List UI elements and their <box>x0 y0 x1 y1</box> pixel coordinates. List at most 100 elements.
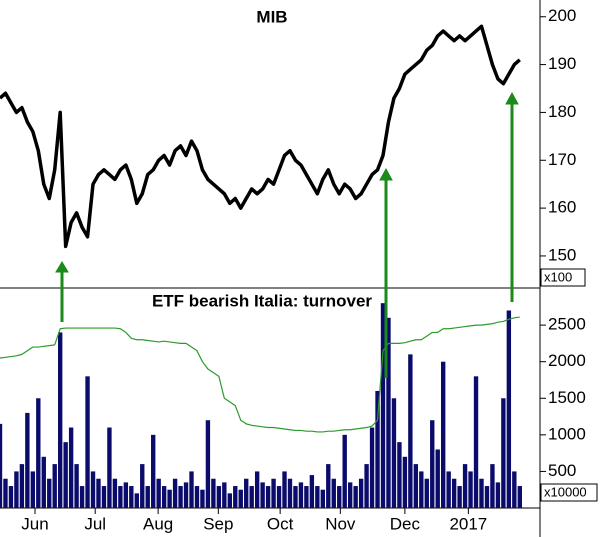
line-series <box>0 24 521 249</box>
x-tick-label: Nov <box>325 514 356 533</box>
bar <box>145 486 150 508</box>
y-unit: x100 <box>544 269 572 284</box>
x-tick-label: Jun <box>21 514 48 533</box>
bar <box>462 464 468 508</box>
y-tick-label: 2500 <box>548 315 586 334</box>
bar <box>282 471 287 508</box>
y-tick-label: 1500 <box>548 388 586 407</box>
bar <box>118 486 123 508</box>
arrow-head <box>379 167 393 181</box>
bar <box>293 486 298 508</box>
bar <box>435 449 440 508</box>
bar <box>238 489 243 508</box>
bar <box>446 471 451 508</box>
bar <box>47 478 52 508</box>
bar <box>52 464 57 508</box>
marks <box>0 24 522 508</box>
bar <box>353 486 358 508</box>
bar <box>200 489 205 508</box>
x-tick-label: 2017 <box>449 514 487 533</box>
bar <box>30 471 36 508</box>
panel-title: ETF bearish Italia: turnover <box>152 291 372 310</box>
bar <box>479 478 484 508</box>
bar <box>156 478 161 508</box>
bar <box>276 486 282 508</box>
bar <box>107 427 112 508</box>
bar <box>397 442 402 508</box>
bar <box>468 471 473 508</box>
bar <box>161 486 167 508</box>
y-tick-label: 180 <box>548 102 576 121</box>
bar <box>495 482 501 508</box>
bar <box>380 303 386 508</box>
bar <box>211 478 216 508</box>
bar <box>457 486 462 508</box>
bar <box>347 482 353 508</box>
bar <box>375 390 380 508</box>
bar <box>424 478 429 508</box>
y-tick-label: 190 <box>548 54 576 73</box>
y-tick-label: 150 <box>548 245 576 264</box>
bar <box>183 482 189 508</box>
bar <box>408 354 413 508</box>
bar <box>216 486 222 508</box>
y-tick-label: 160 <box>548 198 576 217</box>
bar <box>484 486 490 508</box>
bar <box>57 332 63 508</box>
bar <box>189 471 194 508</box>
bar <box>298 482 304 508</box>
y-tick-label: 170 <box>548 150 576 169</box>
x-tick-label: Oct <box>267 514 294 533</box>
bar <box>74 464 79 508</box>
bar <box>167 489 172 508</box>
bar <box>41 456 46 508</box>
bar <box>430 420 435 508</box>
bar <box>413 464 419 508</box>
bar <box>517 486 522 508</box>
bar <box>227 493 232 508</box>
bar <box>287 478 293 508</box>
bar <box>112 478 118 508</box>
bar <box>512 471 517 508</box>
bar <box>129 486 134 508</box>
bar <box>337 486 342 508</box>
bar <box>151 434 156 508</box>
bar <box>386 317 391 508</box>
bar <box>205 420 211 508</box>
bar <box>14 471 19 508</box>
bar <box>490 464 495 508</box>
bar <box>178 486 183 508</box>
y-tick-label: 500 <box>548 461 576 480</box>
y-tick-label: 1000 <box>548 424 586 443</box>
bar <box>358 478 364 508</box>
x-tick-label: Aug <box>143 514 173 533</box>
bar <box>90 471 96 508</box>
bar <box>140 464 145 508</box>
x-tick-label: Sep <box>203 514 233 533</box>
bar <box>101 486 107 508</box>
bar <box>3 478 8 508</box>
bar <box>233 486 238 508</box>
bar <box>36 398 41 508</box>
bar <box>0 423 3 508</box>
bar <box>260 482 265 508</box>
x-tick-label: Jul <box>84 514 106 533</box>
x-tick-label: Dec <box>390 514 421 533</box>
bar <box>419 471 424 508</box>
arrows <box>55 91 519 378</box>
bar <box>134 493 139 508</box>
bar <box>254 471 260 508</box>
bar <box>79 486 85 508</box>
bar <box>68 427 74 508</box>
bar <box>25 412 30 508</box>
bar <box>304 486 309 508</box>
bar <box>402 456 408 508</box>
bar <box>265 486 271 508</box>
bar <box>19 464 25 508</box>
bar <box>364 464 369 508</box>
bar <box>309 475 315 508</box>
unit-box <box>540 268 586 287</box>
line-series <box>0 316 520 433</box>
bar <box>451 478 457 508</box>
